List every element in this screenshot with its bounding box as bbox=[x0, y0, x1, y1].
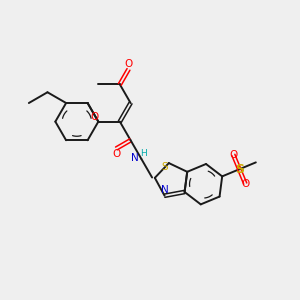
Text: N: N bbox=[161, 185, 168, 195]
Text: N: N bbox=[131, 153, 139, 163]
Text: O: O bbox=[112, 149, 121, 159]
Text: S: S bbox=[162, 162, 168, 172]
Text: H: H bbox=[140, 149, 147, 158]
Text: O: O bbox=[90, 112, 99, 122]
Text: O: O bbox=[124, 59, 133, 69]
Text: O: O bbox=[229, 150, 237, 160]
Text: O: O bbox=[241, 178, 249, 189]
Text: S: S bbox=[235, 163, 244, 176]
